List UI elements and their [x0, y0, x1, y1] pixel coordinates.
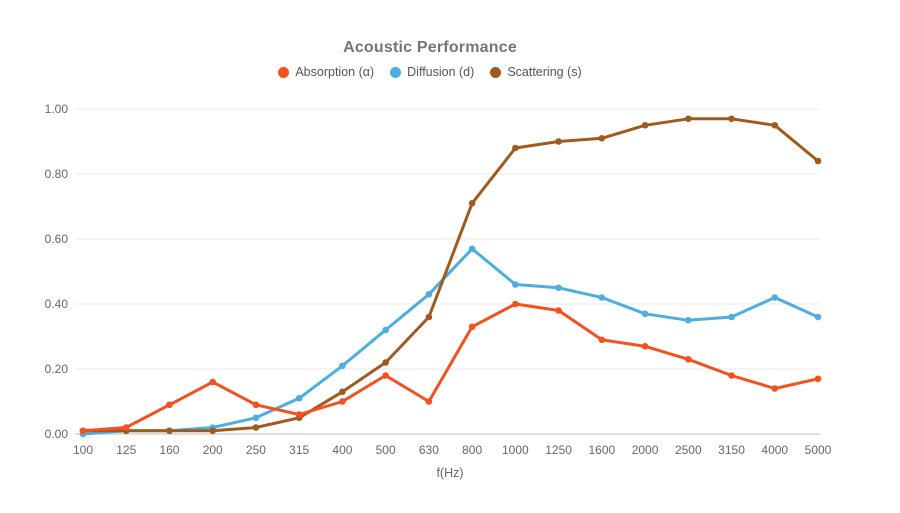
data-point-diffusion-630[interactable] [425, 290, 433, 298]
y-tick-label: 1.00 [45, 102, 69, 116]
data-point-scattering-500[interactable] [382, 359, 389, 366]
y-tick-label: 0.20 [45, 362, 69, 376]
series-line-diffusion [81, 247, 820, 436]
data-point-scattering-1000[interactable] [512, 144, 519, 152]
data-point-scattering-200[interactable] [209, 427, 217, 435]
x-tick-label: 2500 [675, 443, 702, 457]
data-point-scattering-250[interactable] [252, 424, 260, 431]
data-point-scattering-4000[interactable] [771, 121, 779, 129]
data-point-absorption-400[interactable] [339, 398, 346, 405]
data-point-diffusion-315[interactable] [295, 394, 303, 402]
x-tick-label: 125 [116, 443, 136, 457]
x-tick-label: 315 [289, 443, 309, 457]
x-tick-label: 160 [159, 443, 179, 457]
y-tick-label: 0.80 [45, 167, 69, 181]
legend-marker-scattering-icon [490, 66, 502, 78]
x-tick-label: 500 [376, 443, 396, 457]
data-point-scattering-1600[interactable] [598, 134, 606, 142]
data-point-absorption-800[interactable] [468, 323, 476, 331]
x-tick-label: 1000 [502, 443, 529, 457]
data-point-absorption-2500[interactable] [684, 355, 692, 363]
legend-marker-absorption-icon [278, 66, 290, 78]
data-point-scattering-800[interactable] [468, 199, 476, 207]
legend-item-scattering[interactable]: Scattering (s) [490, 65, 582, 79]
x-tick-label: 630 [419, 443, 439, 457]
legend-label-scattering: Scattering (s) [507, 65, 582, 79]
x-tick-label: 5000 [805, 443, 832, 457]
data-point-absorption-315[interactable] [295, 411, 303, 418]
legend-item-absorption[interactable]: Absorption (α) [278, 65, 374, 79]
data-point-absorption-1000[interactable] [512, 300, 519, 308]
data-point-absorption-125[interactable] [122, 424, 130, 431]
data-point-scattering-630[interactable] [425, 313, 433, 321]
x-tick-label: 1250 [545, 443, 572, 457]
x-tick-label: 400 [332, 443, 352, 457]
x-tick-label: 800 [462, 443, 482, 457]
legend: Absorption (α) Diffusion (d) Scattering (s… [0, 65, 860, 79]
data-point-diffusion-400[interactable] [339, 362, 346, 370]
data-point-diffusion-1600[interactable] [598, 294, 606, 301]
y-tick-label: 0.40 [45, 297, 69, 311]
x-tick-label: 250 [246, 443, 266, 457]
legend-item-diffusion[interactable]: Diffusion (d) [390, 65, 474, 79]
y-tick-label: 0.00 [45, 427, 69, 441]
y-tick-label: 0.60 [45, 232, 69, 246]
x-axis-title: f(Hz) [436, 466, 464, 480]
data-point-diffusion-2000[interactable] [641, 310, 649, 318]
x-tick-label: 2000 [632, 443, 659, 457]
legend-label-absorption: Absorption (α) [295, 65, 375, 79]
x-tick-label: 100 [73, 443, 93, 457]
data-point-scattering-5000[interactable] [814, 157, 822, 165]
series-line-absorption [81, 302, 820, 433]
data-point-diffusion-250[interactable] [252, 414, 260, 422]
data-point-diffusion-3150[interactable] [728, 313, 735, 321]
data-point-absorption-160[interactable] [166, 401, 173, 409]
data-point-scattering-3150[interactable] [728, 115, 735, 123]
x-tick-label: 200 [203, 443, 223, 457]
data-point-diffusion-800[interactable] [468, 245, 476, 253]
data-point-scattering-160[interactable] [166, 427, 173, 435]
data-point-absorption-2000[interactable] [641, 342, 649, 350]
data-point-absorption-5000[interactable] [814, 375, 822, 383]
data-point-scattering-2500[interactable] [684, 115, 692, 123]
data-point-absorption-500[interactable] [382, 372, 389, 379]
data-point-absorption-200[interactable] [209, 378, 217, 386]
chart-title: Acoustic Performance [343, 39, 517, 56]
data-point-diffusion-5000[interactable] [814, 313, 822, 321]
data-point-absorption-3150[interactable] [728, 372, 735, 379]
data-point-diffusion-4000[interactable] [771, 294, 779, 301]
x-tick-label: 4000 [761, 443, 788, 457]
legend-label-diffusion: Diffusion (d) [407, 65, 475, 79]
data-point-diffusion-2500[interactable] [684, 316, 692, 324]
x-tick-label: 1600 [588, 443, 615, 457]
data-point-scattering-400[interactable] [339, 388, 346, 396]
x-tick-label: 3150 [718, 443, 745, 457]
data-point-diffusion-1000[interactable] [512, 281, 519, 288]
data-point-absorption-630[interactable] [425, 398, 433, 405]
data-point-absorption-1250[interactable] [555, 307, 562, 314]
data-point-absorption-100[interactable] [79, 427, 87, 435]
data-point-scattering-1250[interactable] [555, 138, 562, 145]
data-point-diffusion-500[interactable] [382, 326, 389, 334]
data-point-absorption-4000[interactable] [771, 385, 779, 392]
series-line-scattering [81, 117, 820, 433]
data-point-diffusion-1250[interactable] [555, 284, 562, 292]
data-point-absorption-1600[interactable] [598, 336, 606, 344]
legend-marker-diffusion-icon [390, 66, 402, 78]
data-point-scattering-2000[interactable] [641, 121, 649, 129]
data-point-absorption-250[interactable] [252, 401, 260, 409]
